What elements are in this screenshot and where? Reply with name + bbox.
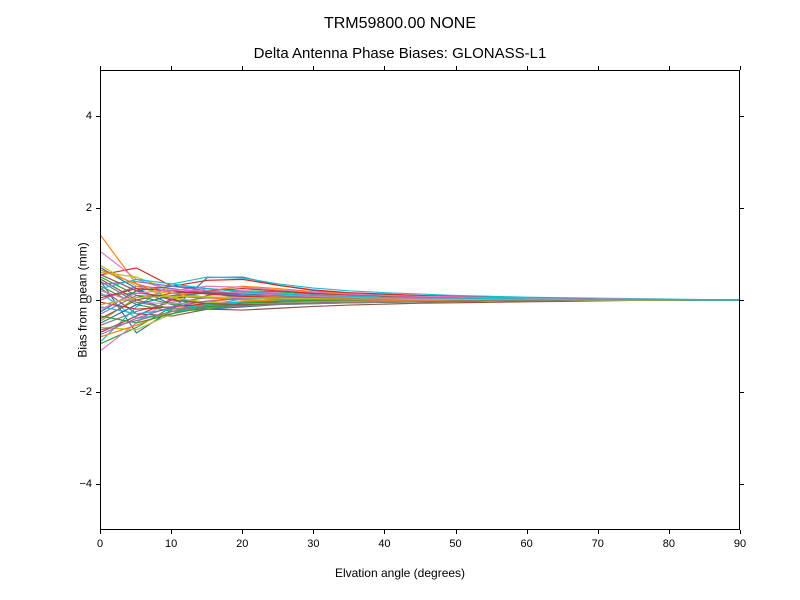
x-tick-label: 70: [592, 538, 604, 550]
x-tick-mark: [669, 530, 670, 534]
x-tick-label: 80: [663, 538, 675, 550]
y-tick-mark: [740, 208, 744, 209]
x-tick-label: 0: [97, 538, 103, 550]
x-tick-mark: [527, 530, 528, 534]
y-tick-mark: [96, 392, 100, 393]
x-tick-mark: [598, 530, 599, 534]
y-tick-mark: [96, 116, 100, 117]
chart-title: Delta Antenna Phase Biases: GLONASS-L1: [0, 45, 800, 62]
x-tick-mark: [100, 530, 101, 534]
x-tick-mark: [242, 530, 243, 534]
x-tick-mark: [669, 66, 670, 70]
y-tick-mark: [740, 484, 744, 485]
y-tick-mark: [740, 392, 744, 393]
x-tick-mark: [740, 530, 741, 534]
x-tick-mark: [384, 66, 385, 70]
x-tick-mark: [527, 66, 528, 70]
y-tick-mark: [96, 208, 100, 209]
x-tick-label: 40: [378, 538, 390, 550]
y-tick-label: 4: [62, 110, 92, 122]
y-tick-label: −2: [62, 386, 92, 398]
x-tick-mark: [598, 66, 599, 70]
x-tick-label: 20: [236, 538, 248, 550]
x-axis-label: Elvation angle (degrees): [0, 566, 800, 580]
y-tick-mark: [740, 116, 744, 117]
y-tick-mark: [96, 484, 100, 485]
x-tick-mark: [100, 66, 101, 70]
figure-suptitle: TRM59800.00 NONE: [0, 15, 800, 33]
y-tick-mark: [740, 300, 744, 301]
x-tick-mark: [313, 66, 314, 70]
plot-area: [100, 70, 740, 530]
x-tick-label: 50: [449, 538, 461, 550]
x-tick-mark: [384, 530, 385, 534]
x-tick-label: 90: [734, 538, 746, 550]
x-tick-mark: [456, 530, 457, 534]
x-tick-label: 10: [165, 538, 177, 550]
x-tick-mark: [740, 66, 741, 70]
x-tick-label: 60: [521, 538, 533, 550]
y-tick-label: 2: [62, 202, 92, 214]
y-tick-label: −4: [62, 478, 92, 490]
line-series-svg: [101, 71, 739, 529]
figure: TRM59800.00 NONE Delta Antenna Phase Bia…: [0, 0, 800, 600]
x-tick-mark: [171, 530, 172, 534]
x-tick-mark: [171, 66, 172, 70]
x-tick-mark: [456, 66, 457, 70]
x-tick-mark: [242, 66, 243, 70]
y-tick-mark: [96, 300, 100, 301]
x-tick-mark: [313, 530, 314, 534]
y-tick-label: 0: [62, 294, 92, 306]
x-tick-label: 30: [307, 538, 319, 550]
